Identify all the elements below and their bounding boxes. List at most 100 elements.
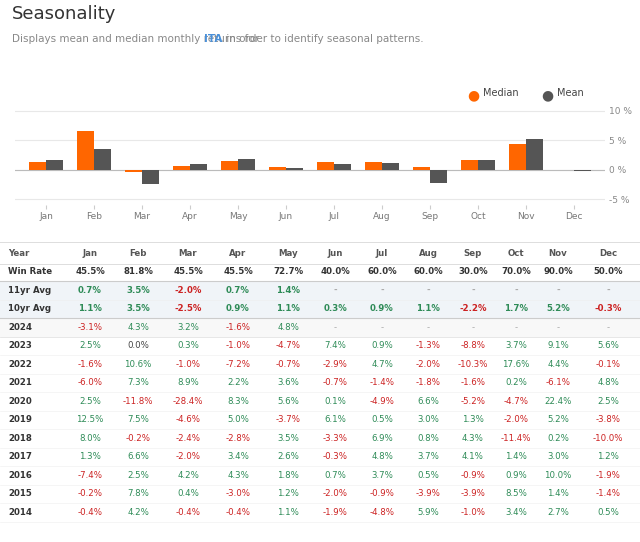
Text: May: May xyxy=(278,249,298,258)
Text: 0.0%: 0.0% xyxy=(127,341,149,350)
Text: 8.5%: 8.5% xyxy=(505,489,527,498)
Text: 0.7%: 0.7% xyxy=(324,471,346,480)
Text: 0.9%: 0.9% xyxy=(371,341,393,350)
Text: 3.0%: 3.0% xyxy=(547,452,569,461)
Text: -6.1%: -6.1% xyxy=(545,378,570,387)
Bar xyxy=(334,164,351,170)
Text: 0.2%: 0.2% xyxy=(505,378,527,387)
Text: -2.2%: -2.2% xyxy=(460,304,487,313)
Text: Feb: Feb xyxy=(129,249,147,258)
Text: 7.5%: 7.5% xyxy=(127,415,149,424)
Text: -: - xyxy=(380,322,383,332)
Text: ●: ● xyxy=(467,88,479,102)
Bar xyxy=(29,162,46,170)
Text: -1.6%: -1.6% xyxy=(225,322,250,332)
Text: 2017: 2017 xyxy=(8,452,32,461)
Text: -4.8%: -4.8% xyxy=(369,508,394,517)
Text: -: - xyxy=(426,286,430,295)
Text: 8.9%: 8.9% xyxy=(177,378,199,387)
Text: 4.4%: 4.4% xyxy=(547,360,569,369)
Text: -1.8%: -1.8% xyxy=(415,378,440,387)
Text: 1.1%: 1.1% xyxy=(78,304,102,313)
Bar xyxy=(526,139,543,170)
Bar xyxy=(94,149,111,170)
Bar xyxy=(365,162,382,170)
Text: Sep: Sep xyxy=(464,249,482,258)
Bar xyxy=(125,170,142,172)
Bar xyxy=(478,160,495,170)
Text: 3.4%: 3.4% xyxy=(227,452,249,461)
Text: -1.3%: -1.3% xyxy=(415,341,440,350)
Text: 0.2%: 0.2% xyxy=(547,434,569,443)
Text: -0.7%: -0.7% xyxy=(323,378,348,387)
Text: 0.9%: 0.9% xyxy=(226,304,250,313)
Bar xyxy=(413,167,430,170)
Text: 0.5%: 0.5% xyxy=(417,471,439,480)
Text: 7.8%: 7.8% xyxy=(127,489,149,498)
Text: -: - xyxy=(471,286,475,295)
Text: -28.4%: -28.4% xyxy=(173,397,204,406)
Text: 5.9%: 5.9% xyxy=(417,508,439,517)
Text: 2021: 2021 xyxy=(8,378,32,387)
Text: 10yr Avg: 10yr Avg xyxy=(8,304,51,313)
Text: Median: Median xyxy=(483,88,519,98)
Text: -: - xyxy=(606,286,610,295)
Text: 90.0%: 90.0% xyxy=(543,267,573,276)
Text: ITA: ITA xyxy=(204,34,222,44)
Text: -0.7%: -0.7% xyxy=(275,360,301,369)
Text: 45.5%: 45.5% xyxy=(75,267,105,276)
Text: Nov: Nov xyxy=(548,249,568,258)
Text: 0.4%: 0.4% xyxy=(177,489,199,498)
Text: -5.2%: -5.2% xyxy=(461,397,486,406)
Text: 60.0%: 60.0% xyxy=(413,267,443,276)
Text: Aug: Aug xyxy=(419,249,437,258)
Bar xyxy=(173,166,190,170)
Text: 3.7%: 3.7% xyxy=(417,452,439,461)
Text: -: - xyxy=(472,322,475,332)
Text: 5.0%: 5.0% xyxy=(227,415,249,424)
Text: -4.7%: -4.7% xyxy=(275,341,301,350)
Text: -0.2%: -0.2% xyxy=(77,489,102,498)
Text: 2016: 2016 xyxy=(8,471,32,480)
Text: -: - xyxy=(333,322,337,332)
Text: 11yr Avg: 11yr Avg xyxy=(8,286,51,295)
Text: 17.6%: 17.6% xyxy=(502,360,530,369)
Text: in order to identify seasonal patterns.: in order to identify seasonal patterns. xyxy=(223,34,423,44)
Text: 9.1%: 9.1% xyxy=(547,341,569,350)
Text: 0.3%: 0.3% xyxy=(323,304,347,313)
Text: Seasonality: Seasonality xyxy=(12,5,116,23)
Text: -2.4%: -2.4% xyxy=(175,434,200,443)
Text: -7.4%: -7.4% xyxy=(77,471,102,480)
Text: -0.4%: -0.4% xyxy=(175,508,200,517)
Text: -11.4%: -11.4% xyxy=(500,434,531,443)
Text: -: - xyxy=(556,322,559,332)
Text: 4.7%: 4.7% xyxy=(371,360,393,369)
Text: 5.2%: 5.2% xyxy=(546,304,570,313)
Text: 3.4%: 3.4% xyxy=(505,508,527,517)
Text: 7.3%: 7.3% xyxy=(127,378,149,387)
Text: 2.7%: 2.7% xyxy=(547,508,569,517)
Bar xyxy=(461,160,478,170)
Text: -2.9%: -2.9% xyxy=(323,360,348,369)
Text: 81.8%: 81.8% xyxy=(123,267,153,276)
Text: -6.0%: -6.0% xyxy=(77,378,102,387)
Text: -2.0%: -2.0% xyxy=(415,360,440,369)
Text: -3.1%: -3.1% xyxy=(77,322,102,332)
Text: 8.3%: 8.3% xyxy=(227,397,249,406)
Bar xyxy=(221,162,238,170)
Text: -: - xyxy=(514,286,518,295)
Text: 8.0%: 8.0% xyxy=(79,434,101,443)
Bar xyxy=(509,144,526,170)
Bar xyxy=(0,318,640,337)
Text: Mean: Mean xyxy=(557,88,584,98)
Text: -3.3%: -3.3% xyxy=(323,434,348,443)
Text: -10.3%: -10.3% xyxy=(458,360,488,369)
Text: -2.5%: -2.5% xyxy=(174,304,202,313)
Text: -0.4%: -0.4% xyxy=(77,508,102,517)
Bar xyxy=(77,131,94,170)
Text: -1.9%: -1.9% xyxy=(323,508,348,517)
Bar xyxy=(430,170,447,183)
Text: -3.8%: -3.8% xyxy=(595,415,621,424)
Text: 1.7%: 1.7% xyxy=(504,304,528,313)
Text: -0.1%: -0.1% xyxy=(595,360,621,369)
